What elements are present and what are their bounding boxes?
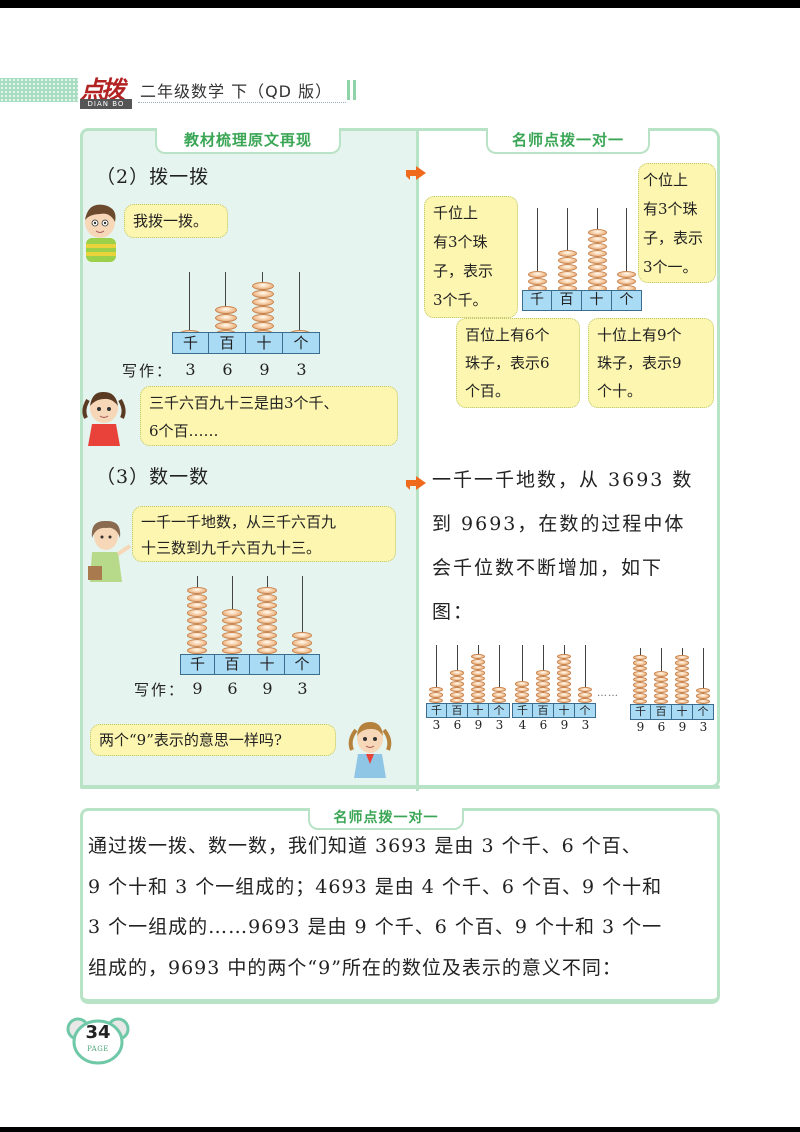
header-dot-pattern: [0, 78, 78, 102]
section-2-heading: （2）拨一拨: [96, 166, 210, 188]
beads-thousands: [187, 586, 207, 654]
page-label: PAGE: [87, 1045, 109, 1053]
summary-paragraph: 通过拨一拨、数一数，我们知道 3693 是由 3 个千、6 个百、 9 个十和 …: [88, 835, 663, 979]
left-panel-textbook: [80, 128, 416, 788]
panel-bottom-border: [80, 785, 720, 789]
abacus-right-base: 千 百 十 个: [522, 290, 642, 311]
callout-hundreds: 百位上有6个 珠子，表示6 个百。: [456, 318, 580, 408]
top-black-bar: [0, 0, 800, 8]
page-number: 34: [85, 1022, 111, 1043]
place-ones: 个: [283, 332, 320, 354]
orange-arrow-icon: [406, 166, 426, 180]
place-hundreds: 百: [209, 332, 246, 354]
small-abacus-base-1: 千 百 十 个: [426, 703, 510, 718]
bottom-black-bar: [0, 1127, 800, 1132]
girl-question-bubble: 两个“9”表示的意思一样吗?: [90, 724, 336, 756]
header-dotted-rule: [138, 102, 346, 103]
girl-speech-bubble: 三千六百九十三是由3个千、 6个百……: [140, 386, 398, 446]
small-abacus-4693: [512, 645, 596, 703]
page-badge-icon: [66, 1017, 130, 1065]
girl-illustration-icon: [82, 391, 126, 446]
place-thousands: 千: [172, 332, 209, 354]
write-label: 写作：: [122, 362, 174, 380]
small-digits-3: 9 6 9 3: [636, 720, 708, 734]
small-abacus-base-2: 千 百 十 个: [512, 703, 596, 718]
section-3-heading: （3）数一数: [96, 466, 210, 488]
place-tens: 十: [246, 332, 283, 354]
girl-2-illustration-icon: [348, 722, 392, 778]
callout-tens: 十位上有9个 珠子，表示9 个十。: [588, 318, 714, 408]
beads-ones: [292, 631, 312, 654]
abacus-digits-3693: 3 6 9 3: [185, 360, 307, 379]
teacher-speech-bubble: 一千一千地数，从三千六百九 十三数到九千六百九十三。: [132, 506, 396, 562]
callout-ones: 个位上 有3个珠 子，表示 3个一。: [638, 163, 716, 283]
small-digits-2: 4 6 9 3: [518, 718, 590, 732]
counting-explanation: 一千一千地数，从 3693 数 到 9693，在数的过程中体 会千位数不断增加，…: [432, 469, 694, 623]
abacus-right-3693: [522, 208, 642, 292]
small-abacus-base-3: 千 百 十 个: [630, 704, 714, 720]
header-bars-icon: [347, 80, 357, 100]
logo: 点拨 DIAN BO: [80, 70, 132, 110]
beads-tens: [257, 586, 277, 654]
logo-en: DIAN BO: [80, 99, 132, 109]
tab-teacher-tips: 名师点拨一对一: [486, 128, 650, 154]
small-abacus-9693: [630, 648, 714, 704]
abacus-digits-9693: 9 6 9 3: [192, 679, 308, 698]
boy-speech-bubble: 我拨一拨。: [124, 204, 228, 238]
write-label-2: 写作：: [134, 681, 186, 699]
abacus-9693: [180, 576, 320, 654]
tab-textbook-review: 教材梳理原文再现: [155, 128, 341, 154]
teacher-illustration-icon: [88, 520, 132, 582]
tab-teacher-tips-bottom: 名师点拨一对一: [308, 808, 464, 830]
sequence-ellipsis: ……: [597, 688, 619, 699]
book-title: 二年级数学 下（QD 版）: [140, 82, 333, 101]
small-digits-1: 3 6 9 3: [432, 718, 504, 732]
beads-hundreds: [222, 609, 242, 654]
abacus-base-9693: 千 百 十 个: [180, 654, 320, 675]
orange-arrow-icon-2: [406, 476, 426, 490]
small-abacus-3693: [426, 645, 510, 703]
abacus-base-3693: 千 百 十 个: [172, 332, 320, 354]
boy-illustration-icon: [85, 204, 116, 262]
callout-thousands: 千位上 有3个珠 子，表示 3个千。: [424, 196, 518, 318]
